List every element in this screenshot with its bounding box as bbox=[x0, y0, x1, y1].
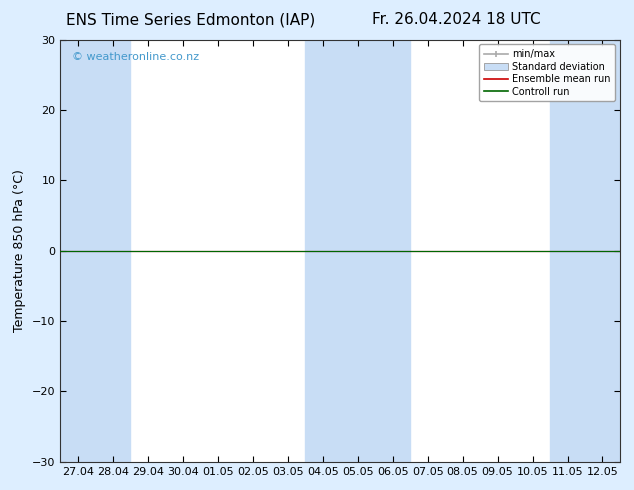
Bar bbox=[550, 40, 620, 462]
Y-axis label: Temperature 850 hPa (°C): Temperature 850 hPa (°C) bbox=[13, 169, 27, 332]
Legend: min/max, Standard deviation, Ensemble mean run, Controll run: min/max, Standard deviation, Ensemble me… bbox=[479, 45, 615, 101]
Bar bbox=[305, 40, 410, 462]
Text: Fr. 26.04.2024 18 UTC: Fr. 26.04.2024 18 UTC bbox=[372, 12, 541, 27]
Text: ENS Time Series Edmonton (IAP): ENS Time Series Edmonton (IAP) bbox=[65, 12, 315, 27]
Text: © weatheronline.co.nz: © weatheronline.co.nz bbox=[72, 52, 198, 62]
Bar bbox=[60, 40, 131, 462]
